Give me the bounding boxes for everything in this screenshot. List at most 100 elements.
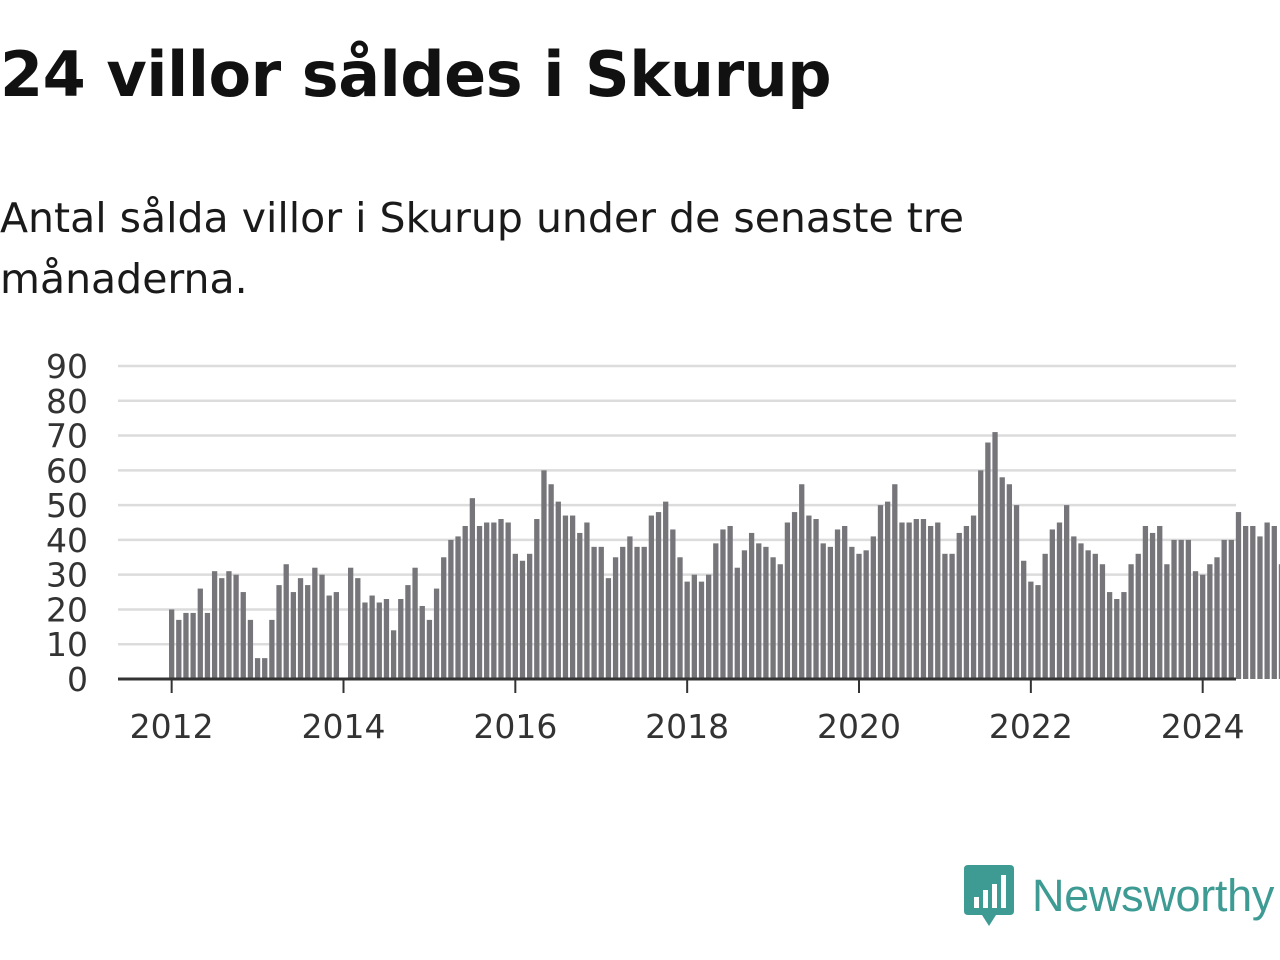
bar: [376, 602, 382, 679]
bar: [254, 658, 261, 679]
bar: [698, 581, 705, 679]
bar: [1078, 543, 1084, 679]
bar: [799, 484, 805, 679]
bar: [577, 532, 583, 679]
bar: [885, 501, 891, 679]
bar: [927, 525, 934, 679]
bar: [419, 605, 425, 679]
bar: [233, 574, 239, 679]
bar: [748, 532, 755, 679]
bar: [1028, 581, 1034, 679]
brand-name: Newsworthy: [1032, 870, 1275, 921]
bar: [1149, 532, 1156, 679]
bar: [877, 505, 884, 679]
bar: [1135, 553, 1141, 679]
bar: [197, 588, 203, 679]
bar: [605, 578, 612, 679]
chart-title: 24 villor såldes i Skurup: [0, 38, 832, 111]
bar: [441, 557, 447, 679]
bar: [1021, 560, 1027, 679]
y-tick-label: 50: [46, 486, 88, 525]
bar: [369, 595, 375, 679]
bar: [1271, 525, 1277, 679]
bar: [433, 588, 440, 679]
bar: [906, 522, 912, 679]
bar: [1171, 539, 1177, 679]
bar: [1221, 539, 1227, 679]
bar: [183, 612, 189, 679]
bar: [627, 536, 633, 679]
bar: [1142, 525, 1149, 679]
bar: [176, 619, 182, 679]
bar: [283, 564, 289, 679]
bar: [204, 612, 211, 679]
bar: [398, 599, 404, 679]
bar: [362, 602, 368, 679]
bar: [648, 515, 655, 679]
bar: [1114, 599, 1120, 679]
x-tick-label: 2022: [989, 707, 1073, 746]
bar: [784, 522, 791, 679]
bar: [519, 560, 526, 679]
y-tick-label: 80: [46, 382, 88, 421]
bar: [305, 585, 311, 679]
bar: [956, 532, 962, 679]
bar: [527, 553, 533, 679]
bar: [849, 546, 855, 679]
bar: [1006, 484, 1013, 679]
x-tick-label: 2012: [130, 707, 214, 746]
bar: [777, 564, 783, 679]
bar: [290, 592, 297, 679]
bar: [720, 529, 726, 679]
bar: [297, 578, 304, 679]
bar: [226, 571, 232, 679]
bar: [935, 522, 941, 679]
bar: [247, 619, 254, 679]
bar: [1278, 564, 1280, 679]
bar: [584, 522, 590, 679]
bar: [870, 536, 876, 679]
bar: [1128, 564, 1134, 679]
bar: [806, 515, 812, 679]
bar: [211, 571, 218, 679]
bar: [541, 470, 547, 679]
bar: [691, 574, 697, 679]
bars: [169, 432, 1280, 679]
bar: [684, 581, 690, 679]
bar: [512, 553, 518, 679]
brand: Newsworthy: [964, 864, 1274, 928]
bar: [426, 619, 433, 679]
bar: [383, 599, 390, 679]
bar: [412, 567, 418, 679]
bar: [1235, 512, 1242, 679]
bar: [978, 470, 984, 679]
bar: [1178, 539, 1184, 679]
bar: [1185, 539, 1192, 679]
gridlines: [118, 364, 1236, 646]
bar: [992, 432, 998, 679]
bar: [1214, 557, 1220, 679]
y-tick-label: 70: [46, 417, 88, 456]
bar: [312, 567, 318, 679]
bar: [1035, 585, 1041, 679]
bar: [842, 525, 848, 679]
bar: [1099, 564, 1106, 679]
bar: [791, 512, 798, 679]
bar: [169, 609, 175, 679]
bar: [863, 550, 869, 679]
bar: [555, 501, 561, 679]
bar: [484, 522, 490, 679]
bar: [1056, 522, 1063, 679]
bar: [756, 543, 762, 679]
y-tick-label: 10: [46, 625, 88, 664]
y-tick-label: 0: [67, 660, 88, 699]
bar: [620, 546, 626, 679]
bar: [1042, 553, 1048, 679]
x-tick-label: 2018: [645, 707, 729, 746]
bar: [1207, 564, 1213, 679]
y-tick-label: 30: [46, 556, 88, 595]
bar: [734, 567, 740, 679]
bar: [892, 484, 898, 679]
